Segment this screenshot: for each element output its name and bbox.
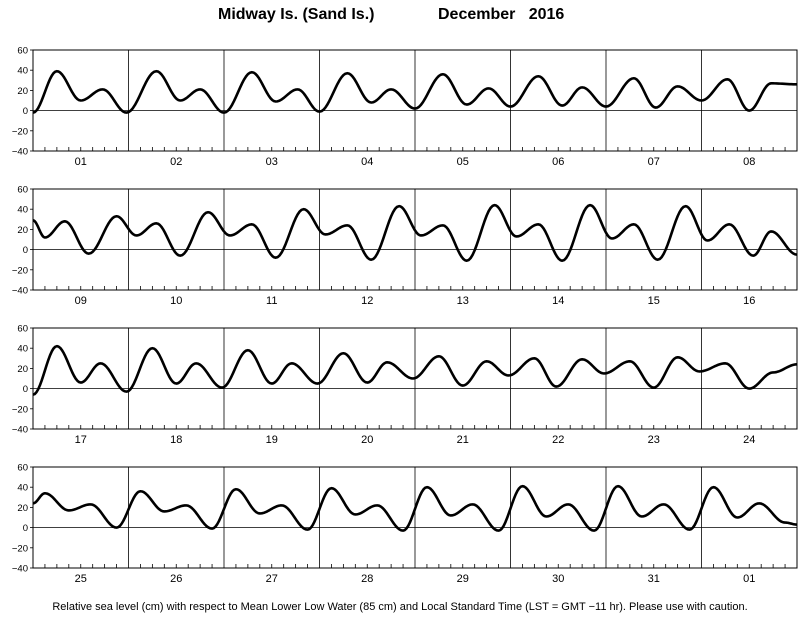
y-tick-label: 20 (17, 86, 28, 97)
day-label: 25 (75, 573, 87, 585)
day-label: 07 (648, 156, 660, 168)
day-label: 14 (552, 295, 564, 307)
y-tick-label: −40 (12, 286, 28, 297)
footnote: Relative sea level (cm) with respect to … (52, 601, 748, 613)
y-tick-label: 60 (17, 463, 28, 474)
day-label: 27 (266, 573, 278, 585)
y-tick-label: 0 (23, 106, 28, 117)
day-label: 06 (552, 156, 564, 168)
y-tick-label: 40 (17, 483, 28, 494)
day-label: 21 (457, 434, 469, 446)
y-tick-label: 40 (17, 66, 28, 77)
y-tick-label: 0 (23, 384, 28, 395)
day-label: 28 (361, 573, 373, 585)
y-tick-label: −20 (12, 265, 28, 276)
y-tick-label: −40 (12, 425, 28, 436)
day-label: 13 (457, 295, 469, 307)
day-label: 23 (648, 434, 660, 446)
month-label: December 2016 (438, 6, 565, 23)
tide-curve (32, 484, 798, 532)
tide-curve (32, 344, 798, 396)
y-tick-label: 20 (17, 503, 28, 514)
day-label: 29 (457, 573, 469, 585)
day-label: 24 (743, 434, 755, 446)
day-label: 15 (648, 295, 660, 307)
tide-curve (32, 69, 798, 114)
y-tick-label: 0 (23, 245, 28, 256)
y-tick-label: −20 (12, 126, 28, 137)
y-tick-label: 60 (17, 324, 28, 335)
day-label: 26 (170, 573, 182, 585)
y-tick-label: 60 (17, 185, 28, 196)
day-label: 30 (552, 573, 564, 585)
y-tick-label: −20 (12, 543, 28, 554)
y-tick-label: −40 (12, 147, 28, 158)
day-label: 09 (75, 295, 87, 307)
y-tick-label: 60 (17, 46, 28, 57)
day-label: 11 (266, 295, 277, 307)
chart-title: Midway Is. (Sand Is.) December 2016 (0, 6, 800, 28)
day-label: 22 (552, 434, 564, 446)
y-tick-label: 20 (17, 225, 28, 236)
day-label: 17 (75, 434, 87, 446)
tide-curve (32, 203, 798, 263)
day-label: 10 (170, 295, 182, 307)
day-label: 20 (361, 434, 373, 446)
day-label: 05 (457, 156, 469, 168)
day-label: 03 (266, 156, 278, 168)
y-tick-label: 20 (17, 364, 28, 375)
day-label: 19 (266, 434, 278, 446)
y-tick-label: 40 (17, 205, 28, 216)
y-tick-label: 0 (23, 523, 28, 534)
day-label: 02 (170, 156, 182, 168)
day-label: 04 (361, 156, 373, 168)
day-label: 01 (743, 573, 755, 585)
day-label: 16 (743, 295, 755, 307)
day-label: 12 (361, 295, 373, 307)
day-label: 08 (743, 156, 755, 168)
day-label: 18 (170, 434, 182, 446)
y-tick-label: 40 (17, 344, 28, 355)
day-label: 31 (648, 573, 660, 585)
station-name: Midway Is. (Sand Is.) (218, 6, 375, 23)
y-tick-label: −40 (12, 564, 28, 575)
day-label: 01 (75, 156, 87, 168)
y-tick-label: −20 (12, 404, 28, 415)
